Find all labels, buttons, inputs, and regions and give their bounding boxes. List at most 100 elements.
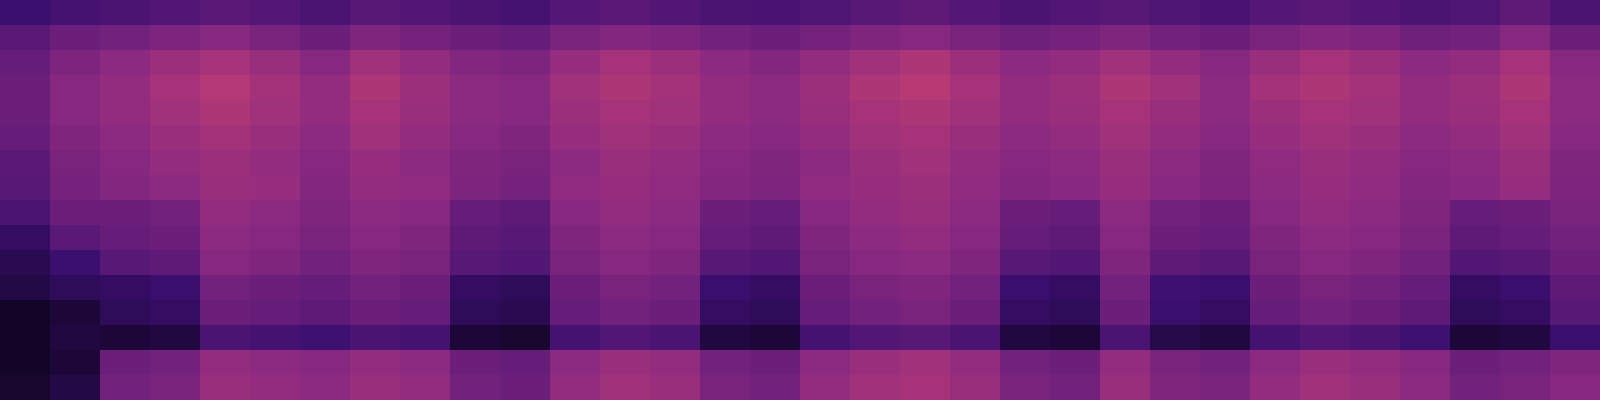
heat-cell — [800, 275, 851, 301]
heat-cell — [350, 275, 401, 301]
heat-cell — [150, 200, 201, 226]
spectrogram — [0, 0, 1600, 400]
heat-cell — [1050, 275, 1101, 301]
heat-cell — [1500, 375, 1551, 400]
heat-cell — [1050, 150, 1101, 176]
heat-cell — [350, 325, 401, 351]
heat-cell — [600, 350, 651, 376]
heat-cell — [750, 250, 801, 276]
heat-cell — [300, 275, 351, 301]
heat-cell — [950, 100, 1001, 126]
heat-cell — [850, 75, 901, 101]
heat-cell — [700, 100, 751, 126]
heat-cell — [750, 75, 801, 101]
heat-cell — [1450, 200, 1501, 226]
heat-cell — [100, 275, 151, 301]
heat-cell — [500, 275, 551, 301]
heat-cell — [600, 275, 651, 301]
heat-cell — [650, 100, 701, 126]
heat-cell — [1150, 200, 1201, 226]
heat-cell — [1200, 375, 1251, 400]
heat-cell — [300, 0, 351, 26]
heat-cell — [750, 350, 801, 376]
heat-cell — [1200, 50, 1251, 76]
heat-cell — [350, 100, 401, 126]
heat-cell — [700, 375, 751, 400]
heat-cell — [1050, 250, 1101, 276]
heat-cell — [500, 100, 551, 126]
heat-cell — [400, 325, 451, 351]
heat-cell — [550, 125, 601, 151]
heat-cell — [1250, 175, 1301, 201]
heat-cell — [300, 375, 351, 400]
heat-cell — [750, 100, 801, 126]
heat-cell — [0, 350, 51, 376]
heat-cell — [1200, 300, 1251, 326]
heat-cell — [1500, 300, 1551, 326]
heat-cell — [1250, 125, 1301, 151]
heat-cell — [400, 200, 451, 226]
heat-cell — [1150, 125, 1201, 151]
heat-cell — [1100, 25, 1151, 51]
heat-cell — [1400, 50, 1451, 76]
heat-cell — [1500, 75, 1551, 101]
heat-cell — [1300, 375, 1351, 400]
heat-cell — [650, 125, 701, 151]
heat-cell — [900, 25, 951, 51]
heat-cell — [700, 350, 751, 376]
heat-cell — [1550, 100, 1600, 126]
heat-cell — [1500, 100, 1551, 126]
heat-cell — [950, 175, 1001, 201]
heat-cell — [700, 150, 751, 176]
heat-cell — [900, 125, 951, 151]
heat-cell — [650, 375, 701, 400]
heat-cell — [950, 0, 1001, 26]
heat-cell — [1350, 125, 1401, 151]
heat-cell — [250, 150, 301, 176]
heat-cell — [900, 100, 951, 126]
heat-cell — [750, 50, 801, 76]
heat-cell — [1300, 200, 1351, 226]
heat-cell — [450, 225, 501, 251]
heat-cell — [250, 0, 301, 26]
heat-cell — [400, 0, 451, 26]
heat-cell — [100, 200, 151, 226]
heat-cell — [650, 25, 701, 51]
heat-cell — [1300, 100, 1351, 126]
heat-cell — [650, 275, 701, 301]
heat-cell — [200, 125, 251, 151]
heat-cell — [800, 250, 851, 276]
heat-cell — [1000, 275, 1051, 301]
heat-cell — [550, 300, 601, 326]
heat-cell — [200, 100, 251, 126]
heat-cell — [700, 125, 751, 151]
heat-cell — [0, 375, 51, 400]
heat-cell — [1500, 325, 1551, 351]
heat-cell — [1350, 100, 1401, 126]
heat-cell — [1150, 250, 1201, 276]
heat-cell — [500, 225, 551, 251]
heat-cell — [350, 75, 401, 101]
heat-cell — [800, 150, 851, 176]
heat-cell — [400, 375, 451, 400]
heat-cell — [900, 350, 951, 376]
heat-cell — [1450, 50, 1501, 76]
heat-cell — [650, 300, 701, 326]
heat-cell — [250, 375, 301, 400]
heat-cell — [150, 0, 201, 26]
heat-cell — [850, 300, 901, 326]
heat-cell — [1150, 300, 1201, 326]
heat-cell — [1250, 275, 1301, 301]
heat-cell — [0, 300, 51, 326]
heat-cell — [250, 250, 301, 276]
heat-cell — [500, 50, 551, 76]
heat-cell — [900, 250, 951, 276]
heat-cell — [1200, 325, 1251, 351]
heat-cell — [750, 325, 801, 351]
heat-cell — [1400, 275, 1451, 301]
heat-cell — [800, 325, 851, 351]
heat-cell — [1050, 225, 1101, 251]
heat-cell — [150, 225, 201, 251]
heat-cell — [1050, 300, 1101, 326]
heat-cell — [1100, 75, 1151, 101]
